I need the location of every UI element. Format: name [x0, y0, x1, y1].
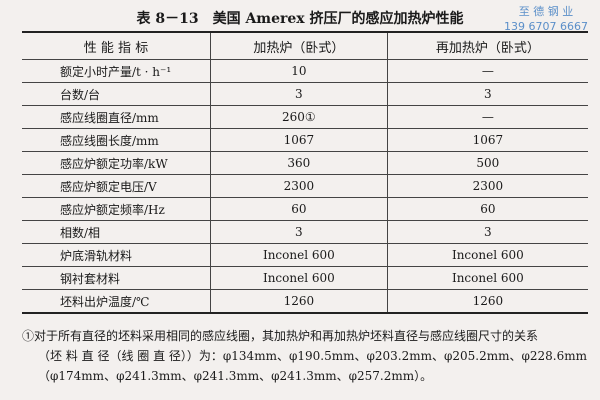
metric-cell: 感应炉额定频率/Hz	[22, 197, 211, 221]
watermark: 至 德 钢 业 139 6707 6667	[504, 4, 588, 34]
footnote-line: ①对于所有直径的坯料采用相同的感应线圈，其加热炉和再加热炉坯料直径与感应线圈尺寸…	[22, 329, 539, 343]
reheater-value-cell: 3	[386, 82, 588, 106]
footnote-line: （φ174mm、φ241.3mm、φ241.3mm、φ241.3mm、φ257.…	[38, 369, 433, 383]
heater-value-cell: 3	[210, 220, 388, 244]
heater-value-cell: 1067	[210, 128, 388, 152]
table-row: 额定小时产量/t · h⁻¹ 10—	[22, 59, 588, 83]
metric-cell: 相数/相	[22, 220, 211, 244]
heater-value-cell: 60	[210, 197, 388, 221]
metric-cell: 台数/台	[22, 82, 211, 106]
metric-cell: 坯料出炉温度/℃	[22, 289, 211, 314]
reheater-value-cell: 3	[386, 220, 588, 244]
reheater-value-cell: 60	[386, 197, 588, 221]
reheater-value-cell: Inconel 600	[386, 266, 588, 290]
heater-value-cell: 10	[210, 59, 388, 83]
metric-cell: 感应线圈长度/mm	[22, 128, 211, 152]
table-row: 感应线圈长度/mm 1067 1067	[22, 128, 588, 152]
table-title: 表 8－13 美国 Amerex 挤压厂的感应加热炉性能	[136, 11, 464, 27]
table-row: 感应炉额定电压/V 2300 2300	[22, 174, 588, 198]
table-row: 感应炉额定功率/kW 360 500	[22, 151, 588, 175]
heater-value-cell: 260①	[210, 105, 388, 129]
heater-value-cell: 360	[210, 151, 388, 175]
table-row: 炉底滑轨材料 Inconel 600 Inconel 600	[22, 243, 588, 267]
table-row: 台数/台 3 3	[22, 82, 588, 106]
reheater-value-cell: Inconel 600	[386, 243, 588, 267]
heater-value-cell: Inconel 600	[210, 243, 388, 267]
reheater-value-cell: —	[386, 59, 588, 83]
metric-cell: 感应炉额定功率/kW	[22, 151, 211, 175]
footnote-line: （坯 料 直 径（线 圈 直 径））为：φ134mm、φ190.5mm、φ203…	[38, 349, 588, 363]
header-reheater: 再加热炉（卧式）	[386, 32, 588, 60]
heater-value-cell: Inconel 600	[210, 266, 388, 290]
table-row: 感应线圈直径/mm 260① —	[22, 105, 588, 129]
table-row: 钢衬套材料 Inconel 600 Inconel 600	[22, 266, 588, 290]
heater-value-cell: 1260	[210, 289, 388, 314]
metric-cell: 钢衬套材料	[22, 266, 211, 290]
metric-cell: 额定小时产量/t · h⁻¹	[22, 59, 211, 83]
reheater-value-cell: 2300	[386, 174, 588, 198]
reheater-value-cell: 1067	[386, 128, 588, 152]
watermark-name: 至 德 钢 业	[518, 5, 574, 18]
metric-cell: 感应炉额定电压/V	[22, 174, 211, 198]
table-row: 相数/相 3 3	[22, 220, 588, 244]
metric-cell: 炉底滑轨材料	[22, 243, 211, 267]
reheater-value-cell: —	[386, 105, 588, 129]
metric-cell: 感应线圈直径/mm	[22, 105, 211, 129]
header-heater: 加热炉（卧式）	[210, 32, 388, 60]
table-row: 坯料出炉温度/℃ 1260 1260	[22, 289, 588, 314]
header-row: 性 能 指 标 加热炉（卧式） 再加热炉（卧式）	[22, 32, 588, 60]
watermark-phone: 139 6707 6667	[504, 20, 588, 33]
heater-value-cell: 2300	[210, 174, 388, 198]
header-metric: 性 能 指 标	[22, 32, 211, 60]
performance-table: 性 能 指 标 加热炉（卧式） 再加热炉（卧式） 额定小时产量/t · h⁻¹ 1…	[22, 31, 588, 314]
table-row: 感应炉额定频率/Hz 60 60	[22, 197, 588, 221]
reheater-value-cell: 500	[386, 151, 588, 175]
footnote: ①对于所有直径的坯料采用相同的感应线圈，其加热炉和再加热炉坯料直径与感应线圈尺寸…	[22, 326, 597, 386]
reheater-value-cell: 1260	[386, 289, 588, 314]
heater-value-cell: 3	[210, 82, 388, 106]
